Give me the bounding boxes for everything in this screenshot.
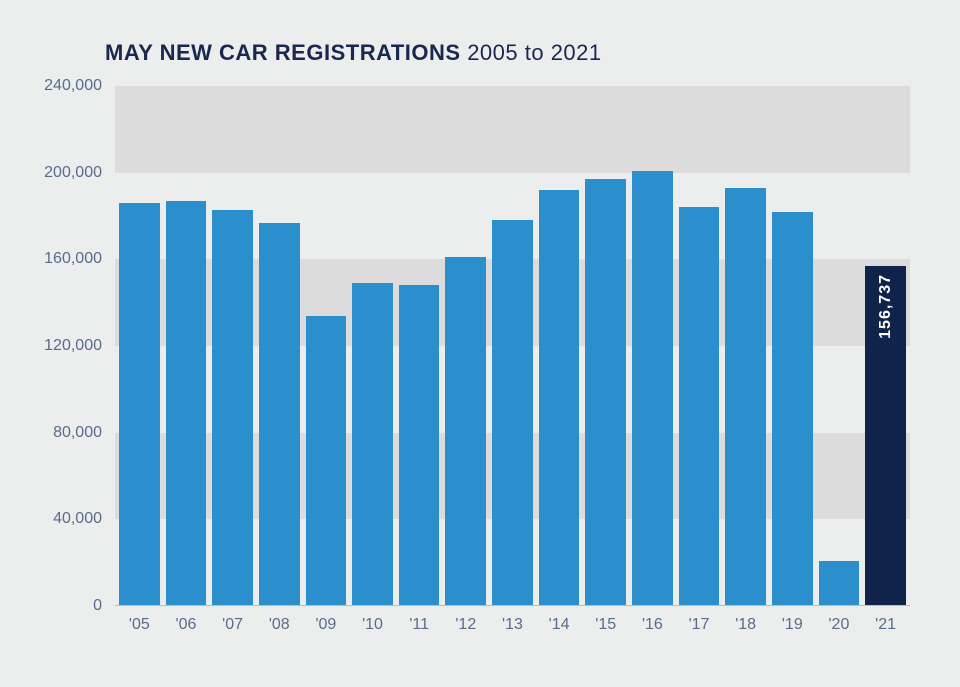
bar — [259, 223, 300, 607]
x-tick-label: '09 — [306, 616, 347, 634]
x-tick-label: '14 — [539, 616, 580, 634]
x-tick-label: '06 — [166, 616, 207, 634]
y-tick-label: 240,000 — [44, 77, 102, 95]
bar-slot — [166, 86, 207, 606]
bar — [119, 203, 160, 606]
bar-slot: 156,737 — [865, 86, 906, 606]
y-tick-label: 160,000 — [44, 250, 102, 268]
bar-slot — [679, 86, 720, 606]
chart-title-light: 2005 to 2021 — [467, 40, 601, 65]
x-tick-label: '10 — [352, 616, 393, 634]
bar-slot — [492, 86, 533, 606]
bar-slot — [539, 86, 580, 606]
bars-group: 156,737 — [115, 86, 910, 606]
bar — [725, 188, 766, 606]
bar-slot — [352, 86, 393, 606]
bar — [399, 285, 440, 606]
bar-slot — [632, 86, 673, 606]
bar — [445, 257, 486, 606]
bar: 156,737 — [865, 266, 906, 606]
chart-container: MAY NEW CAR REGISTRATIONS 2005 to 2021 0… — [0, 0, 960, 687]
x-tick-label: '13 — [492, 616, 533, 634]
y-tick-label: 80,000 — [53, 424, 102, 442]
y-tick-label: 120,000 — [44, 337, 102, 355]
bar-slot — [119, 86, 160, 606]
x-tick-label: '18 — [725, 616, 766, 634]
bar-slot — [772, 86, 813, 606]
x-tick-label: '17 — [679, 616, 720, 634]
y-axis: 040,00080,000120,000160,000200,000240,00… — [30, 86, 110, 606]
x-axis: '05 '06 '07 '08 '09 '10 '11 '12 '13 '14 '15 '16 '17 '… — [115, 616, 910, 634]
x-tick-label: '15 — [585, 616, 626, 634]
bar — [352, 283, 393, 606]
bar — [492, 220, 533, 606]
bar — [539, 190, 580, 606]
chart-title: MAY NEW CAR REGISTRATIONS 2005 to 2021 — [105, 40, 930, 66]
y-tick-label: 40,000 — [53, 510, 102, 528]
bar-slot — [259, 86, 300, 606]
plot-area: 040,00080,000120,000160,000200,000240,00… — [115, 86, 910, 606]
bar-slot — [306, 86, 347, 606]
bar-slot — [212, 86, 253, 606]
y-tick-label: 200,000 — [44, 164, 102, 182]
y-tick-label: 0 — [93, 597, 102, 615]
bar — [819, 561, 860, 607]
bar-slot — [399, 86, 440, 606]
x-tick-label: '11 — [399, 616, 440, 634]
bar-slot — [819, 86, 860, 606]
bar-slot — [585, 86, 626, 606]
bar — [772, 212, 813, 606]
x-tick-label: '07 — [212, 616, 253, 634]
bar — [585, 179, 626, 606]
bar-slot — [445, 86, 486, 606]
x-tick-label: '05 — [119, 616, 160, 634]
bar — [166, 201, 207, 606]
bar — [306, 316, 347, 606]
x-tick-label: '16 — [632, 616, 673, 634]
bar — [212, 210, 253, 607]
bar-slot — [725, 86, 766, 606]
x-tick-label: '12 — [445, 616, 486, 634]
x-tick-label: '19 — [772, 616, 813, 634]
x-tick-label: '21 — [865, 616, 906, 634]
x-tick-label: '08 — [259, 616, 300, 634]
x-tick-label: '20 — [819, 616, 860, 634]
bar — [679, 207, 720, 606]
baseline — [115, 605, 910, 606]
bar — [632, 171, 673, 607]
bar-value-label: 156,737 — [877, 274, 895, 339]
chart-title-bold: MAY NEW CAR REGISTRATIONS — [105, 40, 461, 65]
